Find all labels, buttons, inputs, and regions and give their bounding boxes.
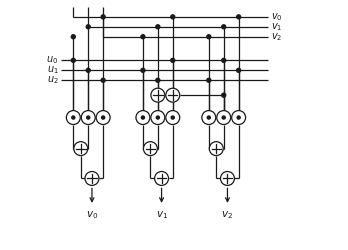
- Circle shape: [156, 116, 159, 119]
- Text: $u_1$: $u_1$: [47, 64, 58, 76]
- Circle shape: [81, 110, 95, 124]
- Circle shape: [143, 142, 157, 156]
- Circle shape: [171, 15, 175, 19]
- Circle shape: [71, 35, 75, 39]
- Circle shape: [207, 116, 210, 119]
- Circle shape: [86, 68, 90, 72]
- Circle shape: [207, 78, 211, 82]
- Circle shape: [202, 110, 216, 124]
- Circle shape: [222, 116, 225, 119]
- Circle shape: [102, 116, 105, 119]
- Circle shape: [151, 88, 165, 102]
- Circle shape: [237, 116, 240, 119]
- Circle shape: [237, 15, 240, 19]
- Circle shape: [66, 110, 80, 124]
- Circle shape: [136, 110, 150, 124]
- Circle shape: [155, 172, 168, 185]
- Circle shape: [141, 35, 145, 39]
- Circle shape: [141, 116, 144, 119]
- Circle shape: [166, 88, 180, 102]
- Circle shape: [71, 58, 75, 62]
- Circle shape: [166, 110, 180, 124]
- Circle shape: [141, 68, 145, 72]
- Text: $v_1$: $v_1$: [156, 210, 168, 221]
- Circle shape: [222, 93, 226, 97]
- Circle shape: [217, 110, 231, 124]
- Text: $v_0$: $v_0$: [271, 11, 283, 23]
- Text: $v_2$: $v_2$: [221, 210, 234, 221]
- Circle shape: [237, 68, 240, 72]
- Circle shape: [72, 116, 75, 119]
- Text: $v_0$: $v_0$: [86, 210, 98, 221]
- Circle shape: [96, 110, 110, 124]
- Circle shape: [171, 116, 174, 119]
- Circle shape: [151, 110, 165, 124]
- Circle shape: [207, 35, 211, 39]
- Circle shape: [86, 25, 90, 29]
- Text: $v_2$: $v_2$: [271, 31, 282, 43]
- Circle shape: [222, 25, 226, 29]
- Circle shape: [222, 58, 226, 62]
- Circle shape: [156, 78, 160, 82]
- Circle shape: [171, 58, 175, 62]
- Circle shape: [156, 25, 160, 29]
- Circle shape: [209, 142, 223, 156]
- Circle shape: [221, 172, 235, 185]
- Circle shape: [101, 78, 105, 82]
- Circle shape: [232, 110, 246, 124]
- Circle shape: [87, 116, 90, 119]
- Text: $u_2$: $u_2$: [47, 74, 58, 86]
- Circle shape: [74, 142, 88, 156]
- Circle shape: [85, 172, 99, 185]
- Circle shape: [101, 15, 105, 19]
- Text: $v_1$: $v_1$: [271, 21, 282, 33]
- Text: $u_0$: $u_0$: [46, 54, 58, 66]
